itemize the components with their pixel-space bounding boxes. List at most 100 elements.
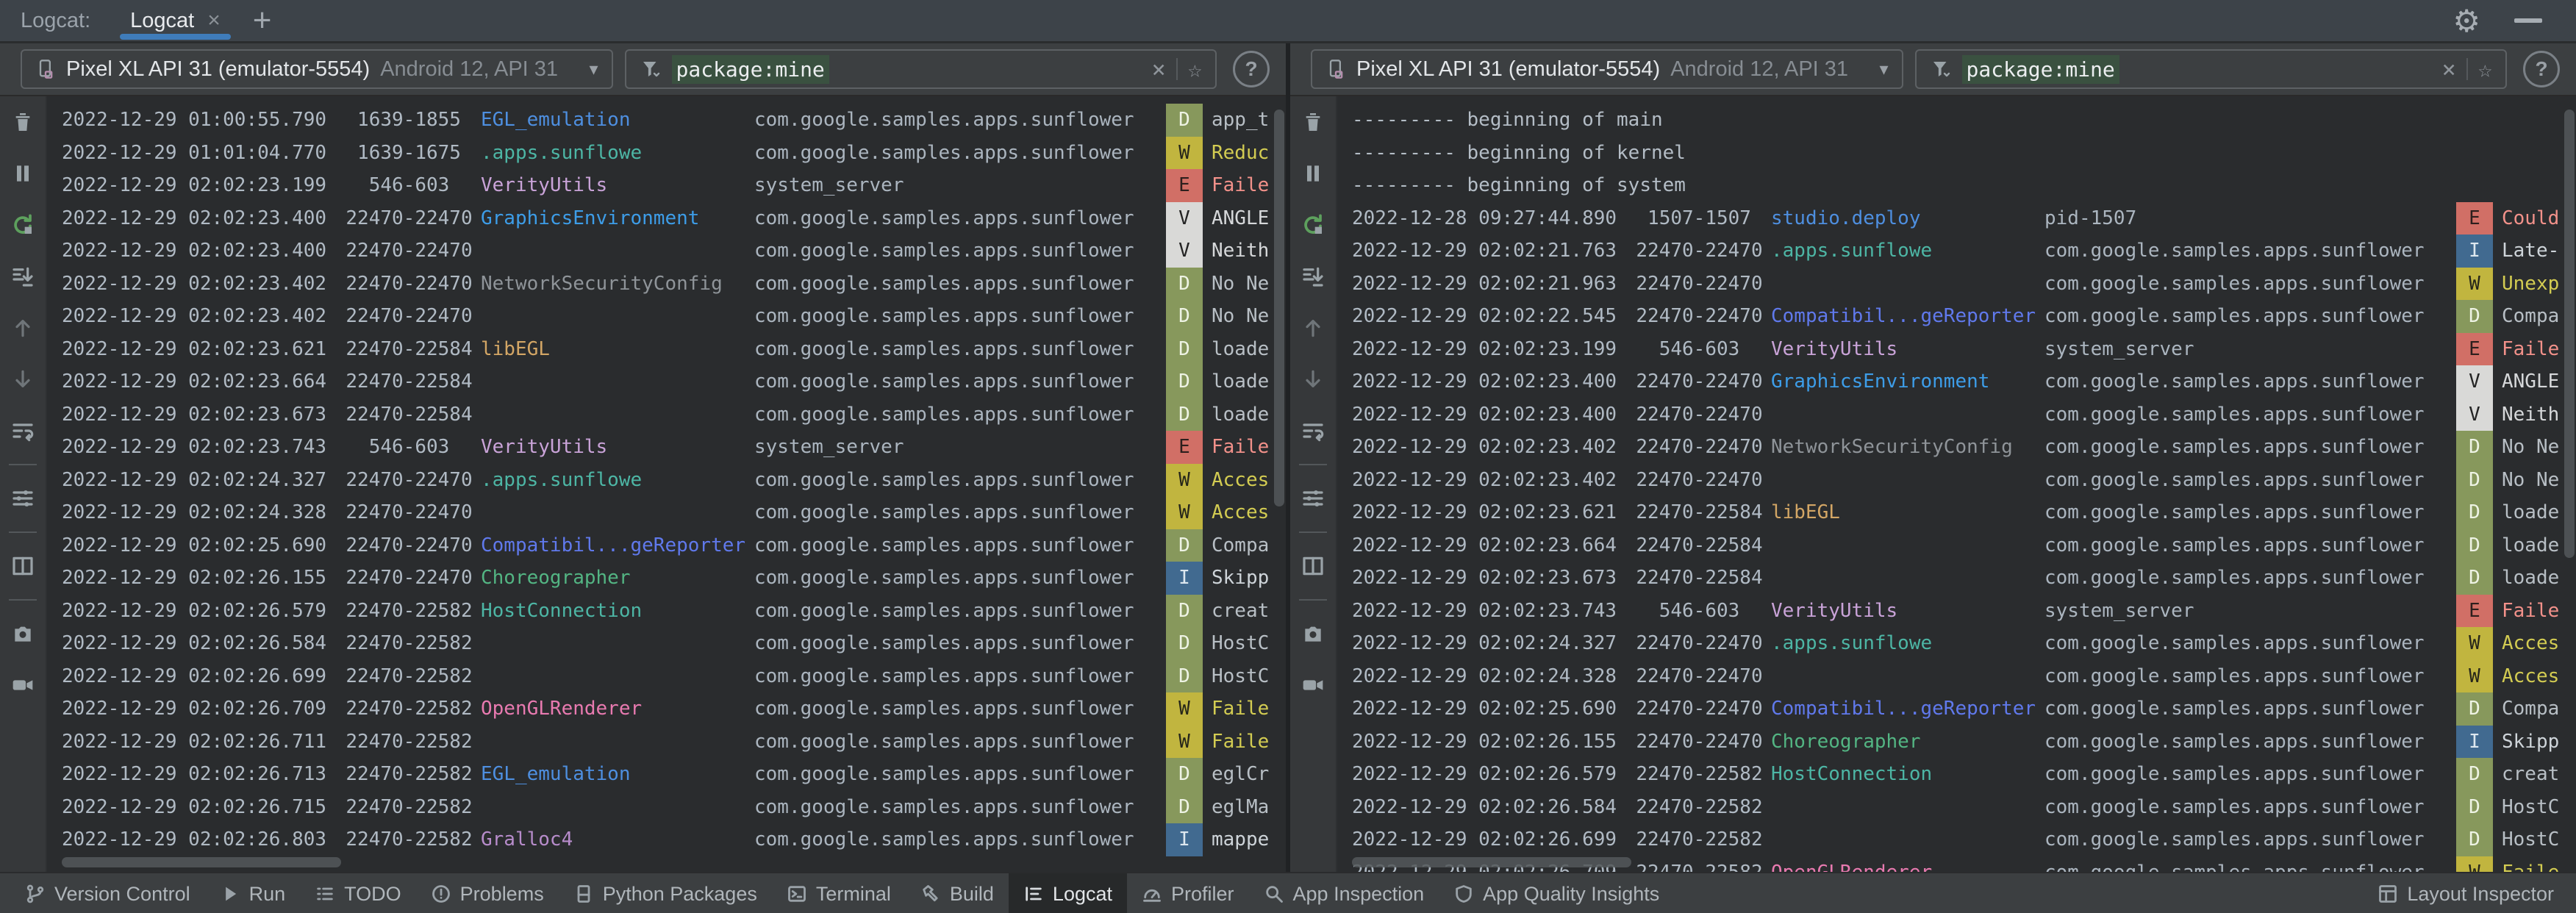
- vertical-scrollbar-thumb[interactable]: [1274, 110, 1284, 506]
- formatting-options-button[interactable]: [10, 486, 35, 511]
- statusbar-item-todo[interactable]: TODO: [300, 873, 416, 913]
- help-icon[interactable]: ?: [2523, 51, 2560, 87]
- scroll-to-end-button[interactable]: [1300, 264, 1325, 289]
- log-level-badge: D: [1166, 659, 1203, 692]
- tab-logcat[interactable]: Logcat ×: [120, 0, 231, 41]
- log-level-badge: D: [2456, 790, 2493, 823]
- log-pkg: com.google.samples.apps.sunflower: [2044, 468, 2425, 491]
- vertical-scrollbar[interactable]: [2563, 104, 2575, 850]
- help-icon[interactable]: ?: [1233, 51, 1270, 87]
- filter-field[interactable]: package:mine × ☆: [624, 49, 1217, 89]
- log-level-badge: D: [2456, 823, 2493, 856]
- clear-logcat-button[interactable]: [10, 110, 35, 135]
- clear-filter-icon[interactable]: ×: [2441, 55, 2456, 83]
- log-tag: [481, 398, 754, 432]
- log-tag: NetworkSecurityConfig: [481, 272, 723, 295]
- gear-icon[interactable]: ⚙: [2452, 3, 2480, 38]
- close-tab-icon[interactable]: ×: [207, 8, 221, 32]
- previous-occurrence-button[interactable]: [10, 315, 35, 340]
- previous-occurrence-button[interactable]: [1300, 315, 1325, 340]
- device-selector[interactable]: Pixel XL API 31 (emulator-5554) Android …: [1311, 49, 1903, 89]
- horizontal-scrollbar-thumb[interactable]: [1352, 857, 1631, 867]
- log-time: 2022-12-29 02:02:24.327: [62, 468, 327, 491]
- restart-logcat-button[interactable]: [10, 212, 35, 237]
- log-row: 2022-12-28 09:27:44.890 1507-1507 studio.d…: [1352, 201, 2576, 234]
- minimize-icon[interactable]: [2514, 18, 2542, 23]
- log-level-badge: E: [1166, 169, 1203, 202]
- restart-logcat-button[interactable]: [1300, 212, 1325, 237]
- device-selector[interactable]: Pixel XL API 31 (emulator-5554) Android …: [21, 49, 613, 89]
- log-row: 2022-12-29 02:02:23.402 22470-22470 com.go…: [62, 300, 1286, 333]
- vertical-scrollbar[interactable]: [1273, 104, 1284, 850]
- split-panel-button[interactable]: [10, 554, 35, 579]
- clear-logcat-button[interactable]: [1300, 110, 1325, 135]
- log-level-badge: D: [1166, 627, 1203, 660]
- log-msg: Faile: [2502, 599, 2560, 622]
- log-pid: 22470-22470: [1636, 436, 1763, 459]
- statusbar-item-app-inspection[interactable]: App Inspection: [1249, 873, 1439, 913]
- log-tag: GraphicsEnvironment: [1771, 370, 1990, 393]
- split-panel-button[interactable]: [1300, 554, 1325, 579]
- statusbar-item-terminal[interactable]: Terminal: [772, 873, 906, 913]
- next-occurrence-button[interactable]: [1300, 367, 1325, 392]
- statusbar-item-build[interactable]: Build: [906, 873, 1009, 913]
- statusbar-item-profiler[interactable]: Profiler: [1127, 873, 1249, 913]
- log-pid: 22470-22470: [346, 567, 473, 590]
- log-msg: Could: [2502, 207, 2560, 229]
- horizontal-scrollbar-thumb[interactable]: [62, 857, 341, 867]
- statusbar-item-run[interactable]: Run: [205, 873, 301, 913]
- log-tag: EGL_emulation: [481, 763, 631, 786]
- pause-logcat-button[interactable]: [10, 161, 35, 186]
- log-tag: HostConnection: [1771, 763, 1933, 786]
- soft-wrap-button[interactable]: [1300, 418, 1325, 443]
- statusbar-item-python-packages[interactable]: Python Packages: [559, 873, 772, 913]
- camera-icon: [1305, 626, 1321, 642]
- horizontal-scrollbar[interactable]: [62, 857, 1271, 869]
- statusbar-item-app-quality-insights[interactable]: App Quality Insights: [1439, 873, 1674, 913]
- log-view[interactable]: --------- beginning of main --------- beg…: [1337, 96, 2576, 872]
- log-row: 2022-12-29 02:02:26.579 22470-22582 HostCo…: [62, 594, 1286, 627]
- log-tag: .apps.sunflowe: [1771, 240, 1933, 262]
- horizontal-scrollbar[interactable]: [1352, 857, 2561, 869]
- log-pid: 22470-22582: [346, 632, 473, 655]
- screenshot-button[interactable]: [1300, 621, 1325, 646]
- log-time: 2022-12-29 02:02:26.155: [62, 567, 327, 590]
- statusbar-item-version-control[interactable]: Version Control: [10, 873, 205, 913]
- log-row: 2022-12-29 02:02:23.673 22470-22584 com.go…: [62, 398, 1286, 432]
- clear-filter-icon[interactable]: ×: [1151, 55, 1166, 83]
- log-msg: Faile: [1212, 436, 1270, 459]
- log-time: 2022-12-29 02:02:24.327: [1352, 632, 1617, 655]
- filter-field[interactable]: package:mine × ☆: [1914, 49, 2507, 89]
- screen-record-button[interactable]: [1300, 673, 1325, 698]
- log-pkg: com.google.samples.apps.sunflower: [754, 501, 1134, 524]
- log-pid: 22470-22470: [1636, 468, 1763, 491]
- log-pkg: com.google.samples.apps.sunflower: [754, 337, 1134, 360]
- soft-wrap-button[interactable]: [10, 418, 35, 443]
- log-view[interactable]: 2022-12-29 01:00:55.790 1639-1855 EGL_emul…: [47, 96, 1286, 872]
- filter-query-text[interactable]: package:mine: [1961, 54, 2119, 84]
- log-msg: HostC: [2502, 828, 2560, 851]
- pause-icon: [1307, 165, 1319, 182]
- next-occurrence-button[interactable]: [10, 367, 35, 392]
- scroll-to-end-button[interactable]: [10, 264, 35, 289]
- pause-logcat-button[interactable]: [1300, 161, 1325, 186]
- screen-record-button[interactable]: [10, 673, 35, 698]
- vertical-scrollbar-thumb[interactable]: [2564, 110, 2575, 558]
- log-pkg: system_server: [2044, 599, 2194, 622]
- filter-query-text[interactable]: package:mine: [671, 54, 829, 84]
- statusbar-item-problems[interactable]: Problems: [416, 873, 559, 913]
- favorite-filter-icon[interactable]: ☆: [1187, 55, 1202, 83]
- log-pid: 22470-22582: [346, 795, 473, 818]
- statusbar-item-logcat[interactable]: Logcat: [1008, 873, 1127, 913]
- log-row: --------- beginning of kernel: [1352, 137, 2576, 170]
- log-time: 2022-12-29 02:02:23.199: [62, 174, 327, 197]
- screenshot-button[interactable]: [10, 621, 35, 646]
- active-tab-underline: [120, 34, 231, 40]
- add-tab-button[interactable]: +: [252, 2, 272, 38]
- statusbar-item-layout-inspector[interactable]: Layout Inspector: [2363, 873, 2569, 913]
- log-pid: 1639-1855: [357, 109, 461, 132]
- log-level-badge: W: [2456, 856, 2493, 872]
- log-tag: EGL_emulation: [481, 109, 631, 132]
- favorite-filter-icon[interactable]: ☆: [2477, 55, 2492, 83]
- formatting-options-button[interactable]: [1300, 486, 1325, 511]
